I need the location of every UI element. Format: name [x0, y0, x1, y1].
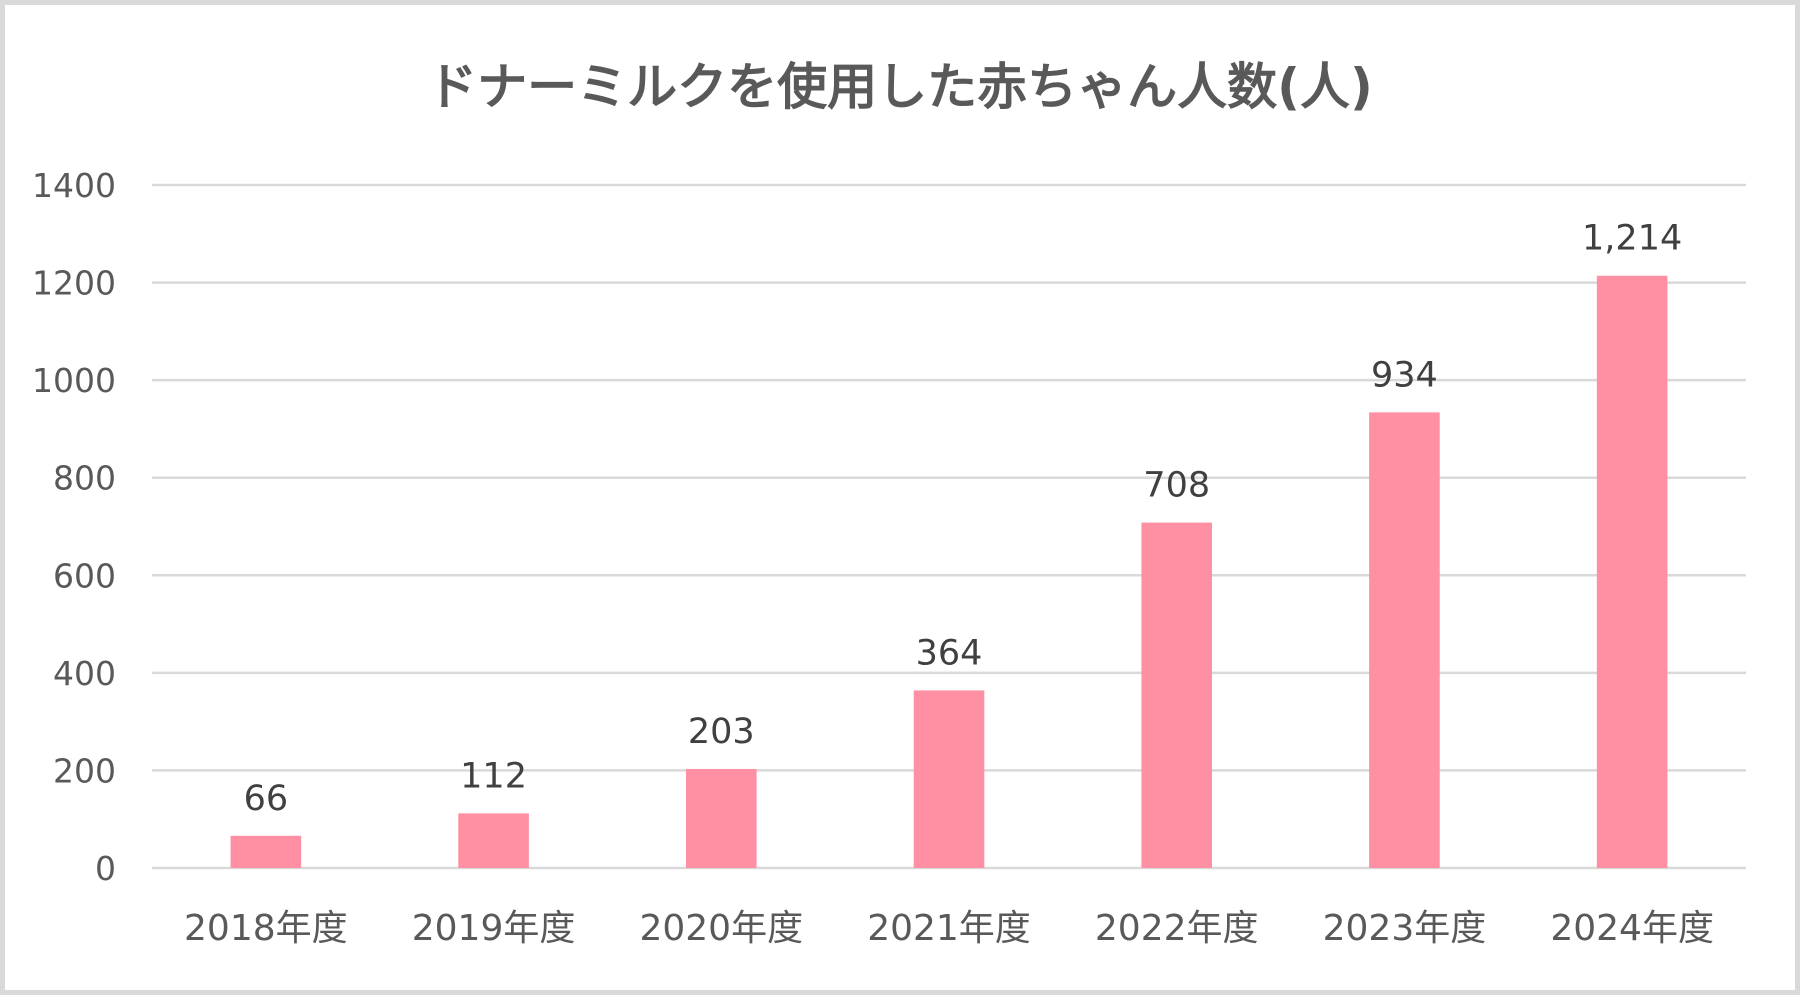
- y-tick-label: 800: [53, 459, 116, 498]
- data-labels: 66 112 203 364 708 934 1,214: [244, 219, 1683, 819]
- x-tick-label: 2023年度: [1323, 908, 1487, 949]
- y-axis-ticks: 0 200 400 600 800 1000 1200 1400: [32, 166, 116, 888]
- y-tick-label: 1400: [32, 166, 116, 205]
- bar-2021年度: [913, 690, 985, 868]
- data-label: 708: [1143, 466, 1210, 506]
- bar-2020年度: [685, 768, 757, 868]
- data-label: 66: [244, 779, 289, 819]
- x-tick-label: 2024年度: [1550, 908, 1714, 949]
- bar-2022年度: [1141, 522, 1213, 868]
- bar-2023年度: [1369, 412, 1440, 868]
- x-tick-label: 2018年度: [184, 908, 348, 949]
- y-tick-label: 200: [53, 751, 116, 790]
- x-tick-label: 2019年度: [412, 908, 576, 949]
- bar-2019年度: [458, 813, 529, 868]
- bar-2018年度: [230, 835, 302, 868]
- y-tick-label: 600: [53, 556, 116, 595]
- data-label: 934: [1371, 355, 1438, 395]
- data-label: 364: [916, 633, 983, 673]
- x-tick-label: 2021年度: [867, 908, 1031, 949]
- bar-2024年度: [1596, 275, 1668, 868]
- chart-title: ドナーミルクを使用した赤ちゃん人数(人): [427, 58, 1373, 116]
- x-axis-ticks: 2018年度 2019年度 2020年度 2021年度 2022年度 2023年度 2024…: [184, 908, 1714, 949]
- data-label: 1,214: [1582, 219, 1682, 259]
- data-label: 112: [460, 756, 527, 796]
- bars: [230, 275, 1668, 868]
- gridlines: [152, 183, 1746, 870]
- y-tick-label: 1000: [32, 361, 116, 400]
- x-tick-label: 2022年度: [1095, 908, 1259, 949]
- data-label: 203: [688, 712, 755, 752]
- y-tick-label: 400: [53, 654, 116, 693]
- y-tick-label: 1200: [32, 264, 116, 303]
- x-tick-label: 2020年度: [639, 908, 803, 949]
- y-tick-label: 0: [95, 849, 116, 888]
